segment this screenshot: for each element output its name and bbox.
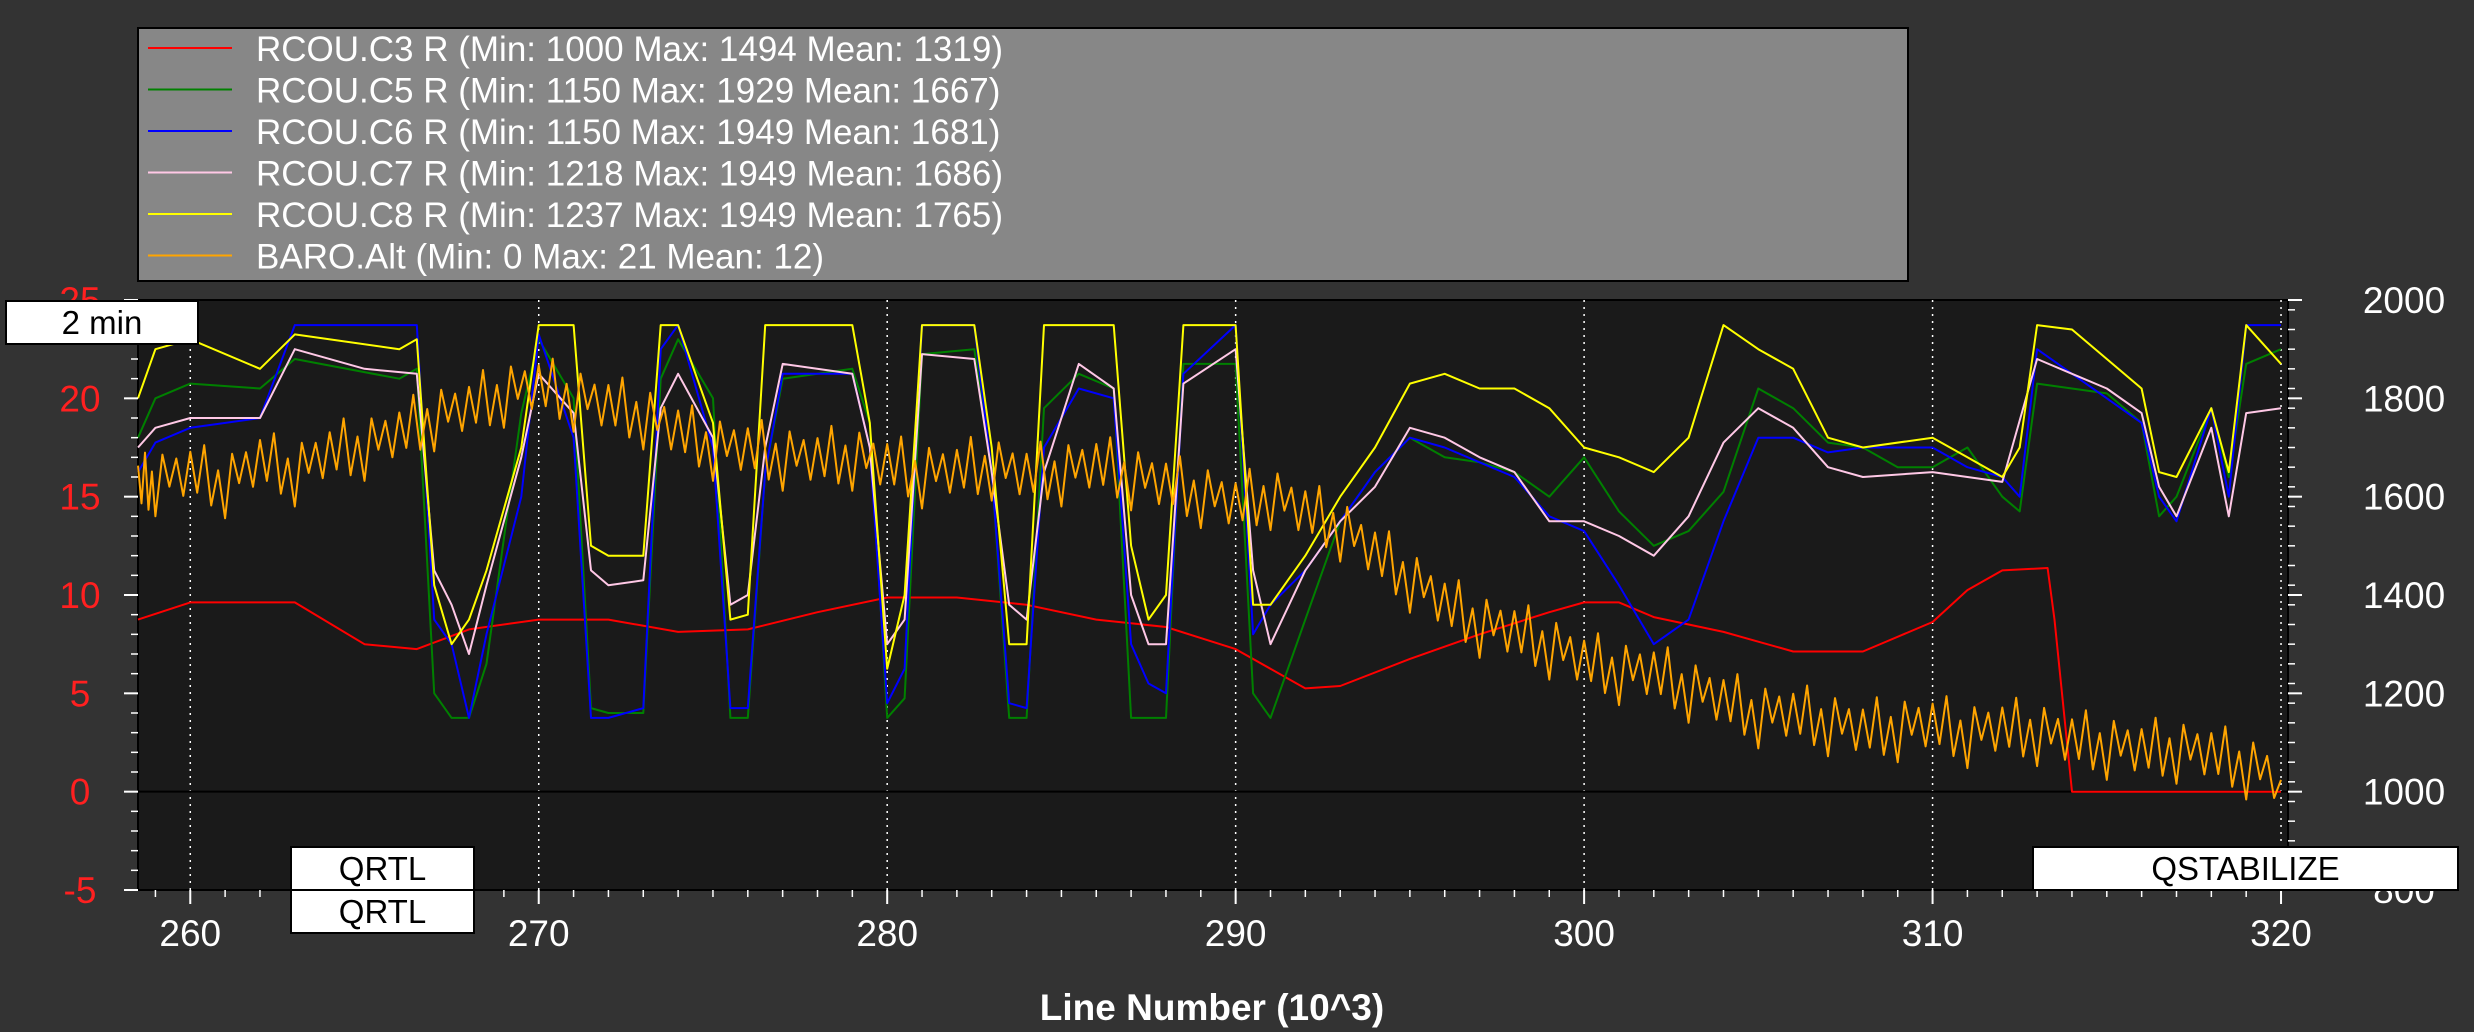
x-tick-label: 270: [508, 913, 570, 954]
series-line-2: [137, 324, 2281, 719]
series-line-5: [137, 357, 2282, 801]
y-left-tick-label: -5: [64, 870, 97, 911]
series-line-4: [137, 324, 2282, 670]
y-left-tick-label: 10: [59, 575, 100, 616]
y-right-tick-label: 1400: [2363, 575, 2445, 616]
flight-mode-text: QSTABILIZE: [2151, 850, 2339, 887]
series-line-3: [137, 348, 2282, 655]
time-label-text: 2 min: [62, 304, 143, 341]
x-tick-label: 260: [159, 913, 221, 954]
flight-mode-box: [2032, 846, 2459, 891]
legend-entry: RCOU.C6 R (Min: 1150 Max: 1949 Mean: 168…: [256, 113, 1000, 152]
badges-group[interactable]: 2 min QRTL QRTL QSTABILIZE: [5, 300, 2459, 934]
legend: RCOU.C3 R (Min: 1000 Max: 1494 Mean: 131…: [137, 27, 1909, 282]
y-left-tick-label: 0: [70, 772, 91, 813]
series-line-0: [137, 567, 2281, 793]
y-right-tick-label: 1200: [2363, 673, 2445, 714]
legend-entry: RCOU.C7 R (Min: 1218 Max: 1949 Mean: 168…: [256, 155, 1003, 194]
flight-mode-box: [290, 889, 475, 934]
flight-mode-badge[interactable]: QRTL: [290, 889, 475, 934]
x-tick-label: 290: [1205, 913, 1267, 954]
time-label-badge[interactable]: 2 min: [5, 300, 199, 345]
y-left-tick-label: 5: [70, 673, 91, 714]
flight-mode-text: QRTL: [339, 893, 426, 930]
x-axis-title: Line Number (10^3): [1040, 987, 1384, 1028]
y-right-tick-label: 1800: [2363, 378, 2445, 419]
y-right-tick-label: 1000: [2363, 772, 2445, 813]
legend-entry: RCOU.C5 R (Min: 1150 Max: 1929 Mean: 166…: [256, 72, 1000, 111]
legend-entry: RCOU.C8 R (Min: 1237 Max: 1949 Mean: 176…: [256, 196, 1003, 235]
flight-mode-badge[interactable]: QSTABILIZE: [2032, 846, 2459, 891]
y-right-tick-label: 2000: [2363, 280, 2445, 321]
series-group: [137, 324, 2282, 801]
flight-mode-box: [290, 846, 475, 891]
x-tick-label: 300: [1553, 913, 1615, 954]
legend-entry: BARO.Alt (Min: 0 Max: 21 Mean: 12): [256, 238, 824, 277]
y-right-tick-label: 1600: [2363, 477, 2445, 518]
flight-mode-badge[interactable]: QRTL: [290, 846, 475, 891]
time-label-box: [5, 300, 199, 345]
flight-mode-text: QRTL: [339, 850, 426, 887]
y-left-tick-label: 20: [59, 378, 100, 419]
legend-box: [137, 27, 1909, 282]
legend-entry: RCOU.C3 R (Min: 1000 Max: 1494 Mean: 131…: [256, 30, 1003, 69]
plot-area: [137, 299, 2289, 891]
x-tick-label: 310: [1902, 913, 1964, 954]
y-left-tick-label: 15: [59, 477, 100, 518]
x-tick-label: 320: [2250, 913, 2312, 954]
x-tick-label: 280: [856, 913, 918, 954]
